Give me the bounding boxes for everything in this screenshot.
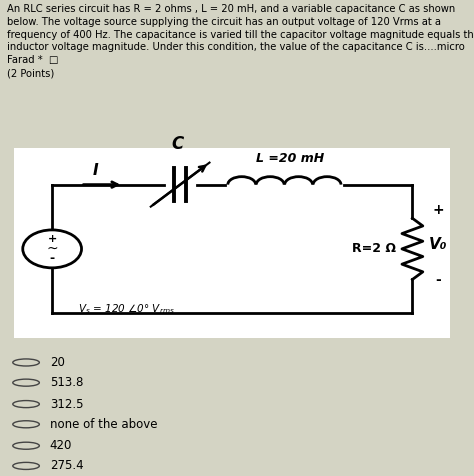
Circle shape — [23, 230, 82, 268]
Text: 20: 20 — [50, 356, 64, 369]
Text: -: - — [436, 273, 441, 287]
Text: 312.5: 312.5 — [50, 397, 83, 411]
Text: ~: ~ — [46, 242, 58, 256]
Text: 513.8: 513.8 — [50, 376, 83, 389]
Text: An RLC series circuit has R = 2 ohms , L = 20 mH, and a variable capacitance C a: An RLC series circuit has R = 2 ohms , L… — [7, 4, 474, 78]
Text: C: C — [172, 136, 184, 153]
Text: R=2 Ω: R=2 Ω — [352, 242, 396, 256]
Text: 275.4: 275.4 — [50, 459, 83, 472]
Text: -: - — [50, 252, 55, 265]
Text: none of the above: none of the above — [50, 418, 157, 431]
Text: L =20 mH: L =20 mH — [256, 152, 324, 165]
Text: +: + — [47, 234, 57, 244]
Text: $V_s$ = 120 $\angle$0° $V_{rms}$: $V_s$ = 120 $\angle$0° $V_{rms}$ — [78, 302, 175, 316]
Text: 420: 420 — [50, 439, 72, 452]
Text: +: + — [433, 203, 444, 217]
Text: I: I — [92, 163, 98, 178]
Text: V₀: V₀ — [429, 237, 447, 252]
FancyBboxPatch shape — [14, 148, 450, 337]
